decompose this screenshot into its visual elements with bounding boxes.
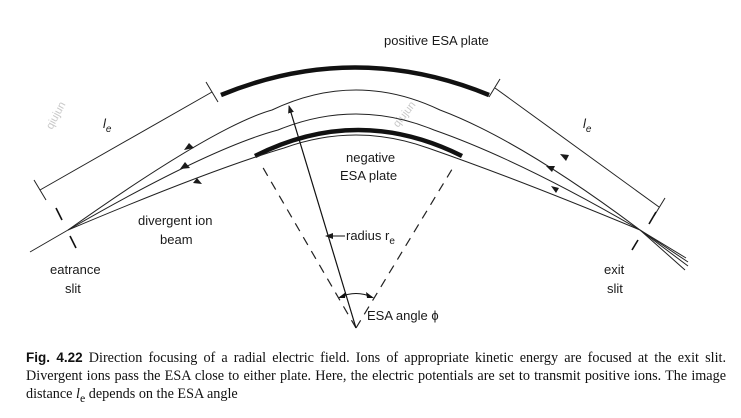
le-right-main: l	[583, 116, 587, 131]
esa-angle-arrow-left	[338, 292, 346, 298]
ion-beam-inner	[67, 134, 689, 263]
radius-sub: e	[389, 236, 395, 247]
exit-slit-label-1: exit	[604, 262, 625, 277]
le-left-sub: e	[106, 124, 112, 135]
caption-text-1: Direction focusing of a radial electric …	[26, 350, 727, 402]
esa-angle-arrow-right	[366, 292, 374, 298]
ion-beam-outer	[29, 89, 689, 267]
entrance-slit-top	[55, 207, 63, 221]
watermark-left: qiujun	[44, 100, 68, 132]
radius-main: radius r	[346, 228, 390, 243]
entrance-slit-bottom	[69, 235, 77, 249]
radius-arrow	[288, 105, 357, 329]
le-dimension-left	[33, 81, 219, 201]
figure-number: Fig. 4.22	[26, 350, 83, 365]
le-dimension-right	[488, 78, 666, 217]
arrow-outer-right	[560, 154, 569, 161]
negative-plate-label-2: ESA plate	[340, 168, 397, 183]
exit-slit-bottom	[631, 239, 639, 251]
caption-text-2: depends on the ESA angle	[85, 386, 238, 402]
radius-label: radius re	[346, 228, 395, 247]
arrow-center-right	[546, 166, 555, 172]
arrow-outer-left	[184, 143, 194, 150]
exit-slit-top	[648, 211, 657, 225]
caption-symbol-sub: e	[79, 390, 86, 405]
dashed-radius-left	[261, 165, 357, 329]
entrance-slit-label-2: slit	[65, 281, 81, 296]
arrow-inner-right	[551, 186, 559, 193]
trajectory-arrows	[180, 143, 569, 193]
divergent-beam-label-1: divergent ion	[138, 213, 212, 228]
positive-plate-label: positive ESA plate	[384, 33, 489, 48]
le-right-sub: e	[586, 124, 592, 135]
esa-angle-label: ESA angle ϕ	[367, 308, 439, 323]
positive-esa-plate	[220, 65, 490, 98]
divergent-beam-label-2: beam	[160, 232, 193, 247]
le-label-left: le	[103, 116, 112, 135]
negative-esa-plate	[253, 127, 464, 159]
dashed-radius-right	[355, 165, 455, 329]
watermark-center: qiujun	[391, 99, 419, 130]
figure-caption: Fig. 4.22 Direction focusing of a radial…	[26, 349, 726, 407]
entrance-slit-label-1: eatrance	[50, 262, 101, 277]
arrow-inner-left	[193, 178, 202, 184]
le-left-main: l	[103, 116, 107, 131]
exit-slit-label-2: slit	[607, 281, 623, 296]
caption-symbol: l	[76, 386, 80, 402]
negative-plate-label-1: negative	[346, 150, 395, 165]
le-label-right: le	[583, 116, 592, 135]
arrow-center-left	[180, 162, 190, 169]
exit-beam-fan	[639, 229, 687, 271]
